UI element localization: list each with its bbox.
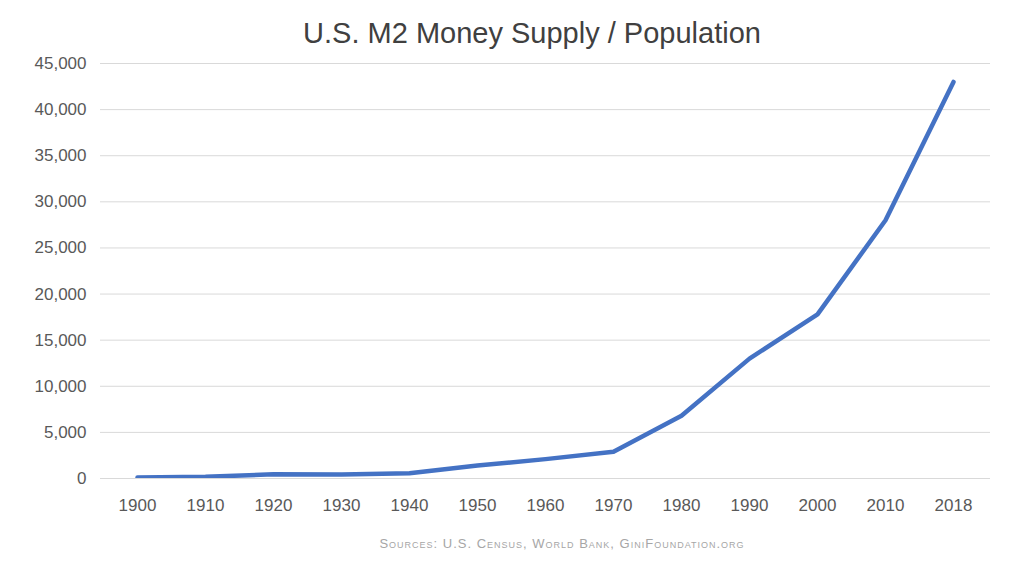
svg-text:1920: 1920 xyxy=(255,496,293,515)
svg-text:10,000: 10,000 xyxy=(35,377,87,396)
svg-text:40,000: 40,000 xyxy=(35,100,87,119)
svg-text:1900: 1900 xyxy=(119,496,157,515)
svg-text:1960: 1960 xyxy=(527,496,565,515)
svg-text:1980: 1980 xyxy=(663,496,701,515)
svg-text:30,000: 30,000 xyxy=(35,192,87,211)
svg-text:1930: 1930 xyxy=(323,496,361,515)
svg-text:15,000: 15,000 xyxy=(35,331,87,350)
svg-text:1990: 1990 xyxy=(731,496,769,515)
svg-text:1910: 1910 xyxy=(187,496,225,515)
svg-text:0: 0 xyxy=(77,469,86,488)
svg-text:20,000: 20,000 xyxy=(35,284,87,303)
svg-text:2018: 2018 xyxy=(935,496,973,515)
html-text:Sources: U.S. Census, World Ba: Sources: U.S. Census, World Bank, GiniFo… xyxy=(379,536,745,551)
svg-text:35,000: 35,000 xyxy=(35,146,87,165)
svg-text:2000: 2000 xyxy=(799,496,837,515)
svg-text:1940: 1940 xyxy=(391,496,429,515)
svg-text:1970: 1970 xyxy=(595,496,633,515)
svg-text:5,000: 5,000 xyxy=(44,423,87,442)
svg-text:1950: 1950 xyxy=(459,496,497,515)
svg-text:45,000: 45,000 xyxy=(35,54,87,73)
svg-text:25,000: 25,000 xyxy=(35,238,87,257)
html-text:U.S. M2 Money Supply / Populat: U.S. M2 Money Supply / Population xyxy=(303,17,761,49)
svg-text:2010: 2010 xyxy=(867,496,905,515)
